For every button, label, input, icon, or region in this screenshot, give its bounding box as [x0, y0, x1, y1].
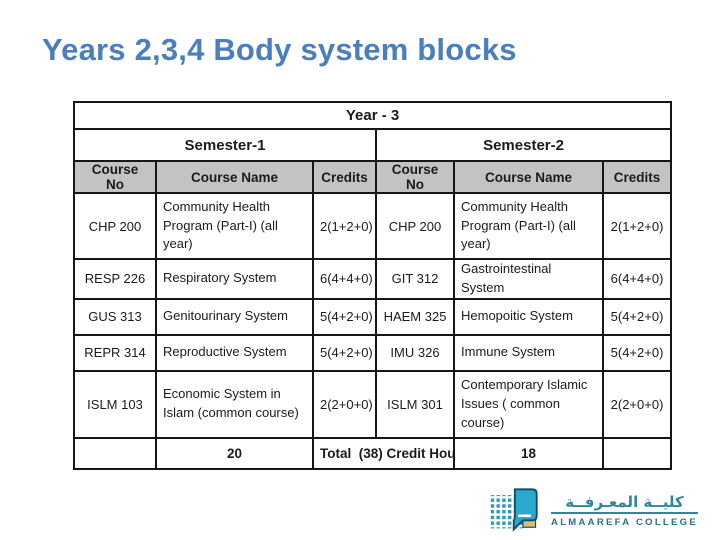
credits-cell: 2(2+0+0): [312, 369, 377, 439]
course-no-cell: HAEM 325: [375, 297, 455, 336]
course-name-cell: Gastrointestinal System: [453, 258, 604, 300]
course-no-cell: REPR 314: [73, 333, 157, 372]
table-row: REPR 314 Reproductive System 5(4+2+0) IM…: [73, 333, 673, 372]
course-no-cell: CHP 200: [375, 192, 455, 260]
column-header-course-name-s1: Course Name: [155, 160, 314, 194]
course-table: Year - 3 Semester-1 Semester-2 Course No…: [72, 101, 673, 470]
course-no-cell: IMU 326: [375, 333, 455, 372]
table-row: ISLM 103 Economic System in Islam (commo…: [73, 369, 673, 439]
semester-2-header: Semester-2: [374, 128, 673, 162]
credits-cell: 2(1+2+0): [601, 192, 673, 260]
credits-cell: 2(2+0+0): [601, 369, 673, 439]
table-header-row: Course No Course Name Credits Course No …: [73, 160, 673, 194]
table-footer-row: 20 Total (38) Credit Hours 18: [73, 436, 673, 470]
table-row: CHP 200 Community Health Program (Part-I…: [73, 192, 673, 260]
credits-cell: 6(4+4+0): [601, 258, 673, 300]
table-row-semesters: Semester-1 Semester-2: [73, 128, 673, 162]
credits-cell: 5(4+2+0): [312, 333, 377, 372]
college-logo-text: كليــة المعـرفــة ALMAAREFA COLLEGE: [551, 493, 698, 528]
credits-cell: 5(4+2+0): [601, 333, 673, 372]
table-row: RESP 226 Respiratory System 6(4+4+0) GIT…: [73, 258, 673, 300]
course-name-cell: Economic System in Islam (common course): [155, 369, 314, 439]
semester-1-header: Semester-1: [73, 128, 377, 162]
logo-arabic-name: كليــة المعـرفــة: [551, 493, 698, 514]
credits-cell: 5(4+2+0): [601, 297, 673, 336]
column-header-course-no-s1: Course No: [73, 160, 157, 194]
course-no-cell: ISLM 301: [375, 369, 455, 439]
course-name-cell: Genitourinary System: [155, 297, 314, 336]
course-no-cell: CHP 200: [73, 192, 157, 260]
column-header-credits-s1: Credits: [312, 160, 377, 194]
column-header-credits-s2: Credits: [601, 160, 673, 194]
table-row: GUS 313 Genitourinary System 5(4+2+0) HA…: [73, 297, 673, 336]
course-name-cell: Community Health Program (Part-I) (all y…: [155, 192, 314, 260]
credits-cell: 5(4+2+0): [312, 297, 377, 336]
logo-english-name: ALMAAREFA COLLEGE: [551, 516, 698, 528]
college-logo-icon: [490, 488, 538, 532]
credits-cell: 2(1+2+0): [312, 192, 377, 260]
course-name-cell: Contemporary Islamic Issues ( common cou…: [453, 369, 604, 439]
credits-cell: 6(4+4+0): [312, 258, 377, 300]
course-name-cell: Immune System: [453, 333, 604, 372]
footer-spacer: [601, 436, 673, 470]
course-no-cell: RESP 226: [73, 258, 157, 300]
year-header: Year - 3: [72, 101, 673, 130]
course-no-cell: GUS 313: [73, 297, 157, 336]
course-name-cell: Reproductive System: [155, 333, 314, 372]
semester-1-total: 20: [155, 436, 314, 470]
course-no-cell: GIT 312: [375, 258, 455, 300]
total-credit-hours-label: Total (38) Credit Hours: [312, 436, 455, 470]
column-header-course-name-s2: Course Name: [453, 160, 604, 194]
college-logo: كليــة المعـرفــة ALMAAREFA COLLEGE: [490, 487, 698, 533]
page-title: Years 2,3,4 Body system blocks: [42, 32, 517, 67]
column-header-course-no-s2: Course No: [375, 160, 455, 194]
course-name-cell: Respiratory System: [155, 258, 314, 300]
table-row-year: Year - 3: [72, 101, 673, 130]
course-no-cell: ISLM 103: [73, 369, 157, 439]
course-name-cell: Hemopoitic System: [453, 297, 604, 336]
semester-2-total: 18: [453, 436, 604, 470]
footer-spacer: [73, 436, 157, 470]
course-name-cell: Community Health Program (Part-I) (all y…: [453, 192, 604, 260]
